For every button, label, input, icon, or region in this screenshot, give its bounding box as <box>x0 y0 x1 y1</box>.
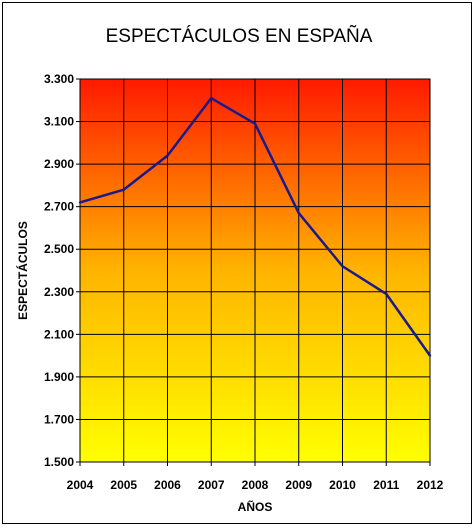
data-point <box>166 154 169 157</box>
line-chart: ESPECTÁCULOS EN ESPAÑA 1.500 1.700 1.900 2.… <box>15 25 444 514</box>
data-point <box>253 122 257 125</box>
x-axis-title: AÑOS <box>238 499 273 514</box>
chart-title: ESPECTÁCULOS EN ESPAÑA <box>106 25 373 47</box>
data-point <box>297 211 300 215</box>
y-tick-label: 2.300 <box>44 285 74 299</box>
chart-frame: ESPECTÁCULOS EN ESPAÑA 1.500 1.700 1.900 2.… <box>2 2 472 524</box>
x-tick-label: 2011 <box>373 478 399 492</box>
y-tick-label: 1.500 <box>44 455 74 469</box>
y-tick-label: 2.700 <box>44 200 74 214</box>
data-point <box>428 354 432 357</box>
x-tick-label: 2010 <box>329 478 356 492</box>
y-tick-label: 1.700 <box>44 412 74 426</box>
data-point <box>122 188 125 191</box>
grid-lines <box>79 78 431 463</box>
y-tick-label: 3.100 <box>44 115 74 129</box>
y-tick-label: 2.100 <box>44 327 74 341</box>
y-tick-label: 2.500 <box>44 242 74 256</box>
x-tick-label: 2009 <box>285 478 312 492</box>
y-axis-ticks: 1.500 1.700 1.900 2.100 2.300 2.500 2.700 2.900… <box>44 72 80 469</box>
x-tick-label: 2006 <box>154 478 181 492</box>
y-tick-label: 3.300 <box>44 72 74 86</box>
data-point <box>78 201 82 204</box>
x-tick-label: 2008 <box>242 478 269 492</box>
series-group <box>78 96 432 357</box>
x-axis-ticks: 2004 2005 2006 2007 2008 2009 2010 2011 2012 <box>67 462 444 492</box>
data-point <box>210 96 213 100</box>
data-point <box>385 292 388 296</box>
x-tick-label: 2007 <box>198 478 225 492</box>
x-tick-label: 2004 <box>67 478 94 492</box>
x-tick-label: 2005 <box>110 478 137 492</box>
y-tick-label: 1.900 <box>44 370 74 384</box>
data-point <box>341 265 344 268</box>
y-axis-title: ESPECTÁCULOS <box>15 221 30 320</box>
y-tick-label: 2.900 <box>44 157 74 171</box>
x-tick-label: 2012 <box>417 478 444 492</box>
